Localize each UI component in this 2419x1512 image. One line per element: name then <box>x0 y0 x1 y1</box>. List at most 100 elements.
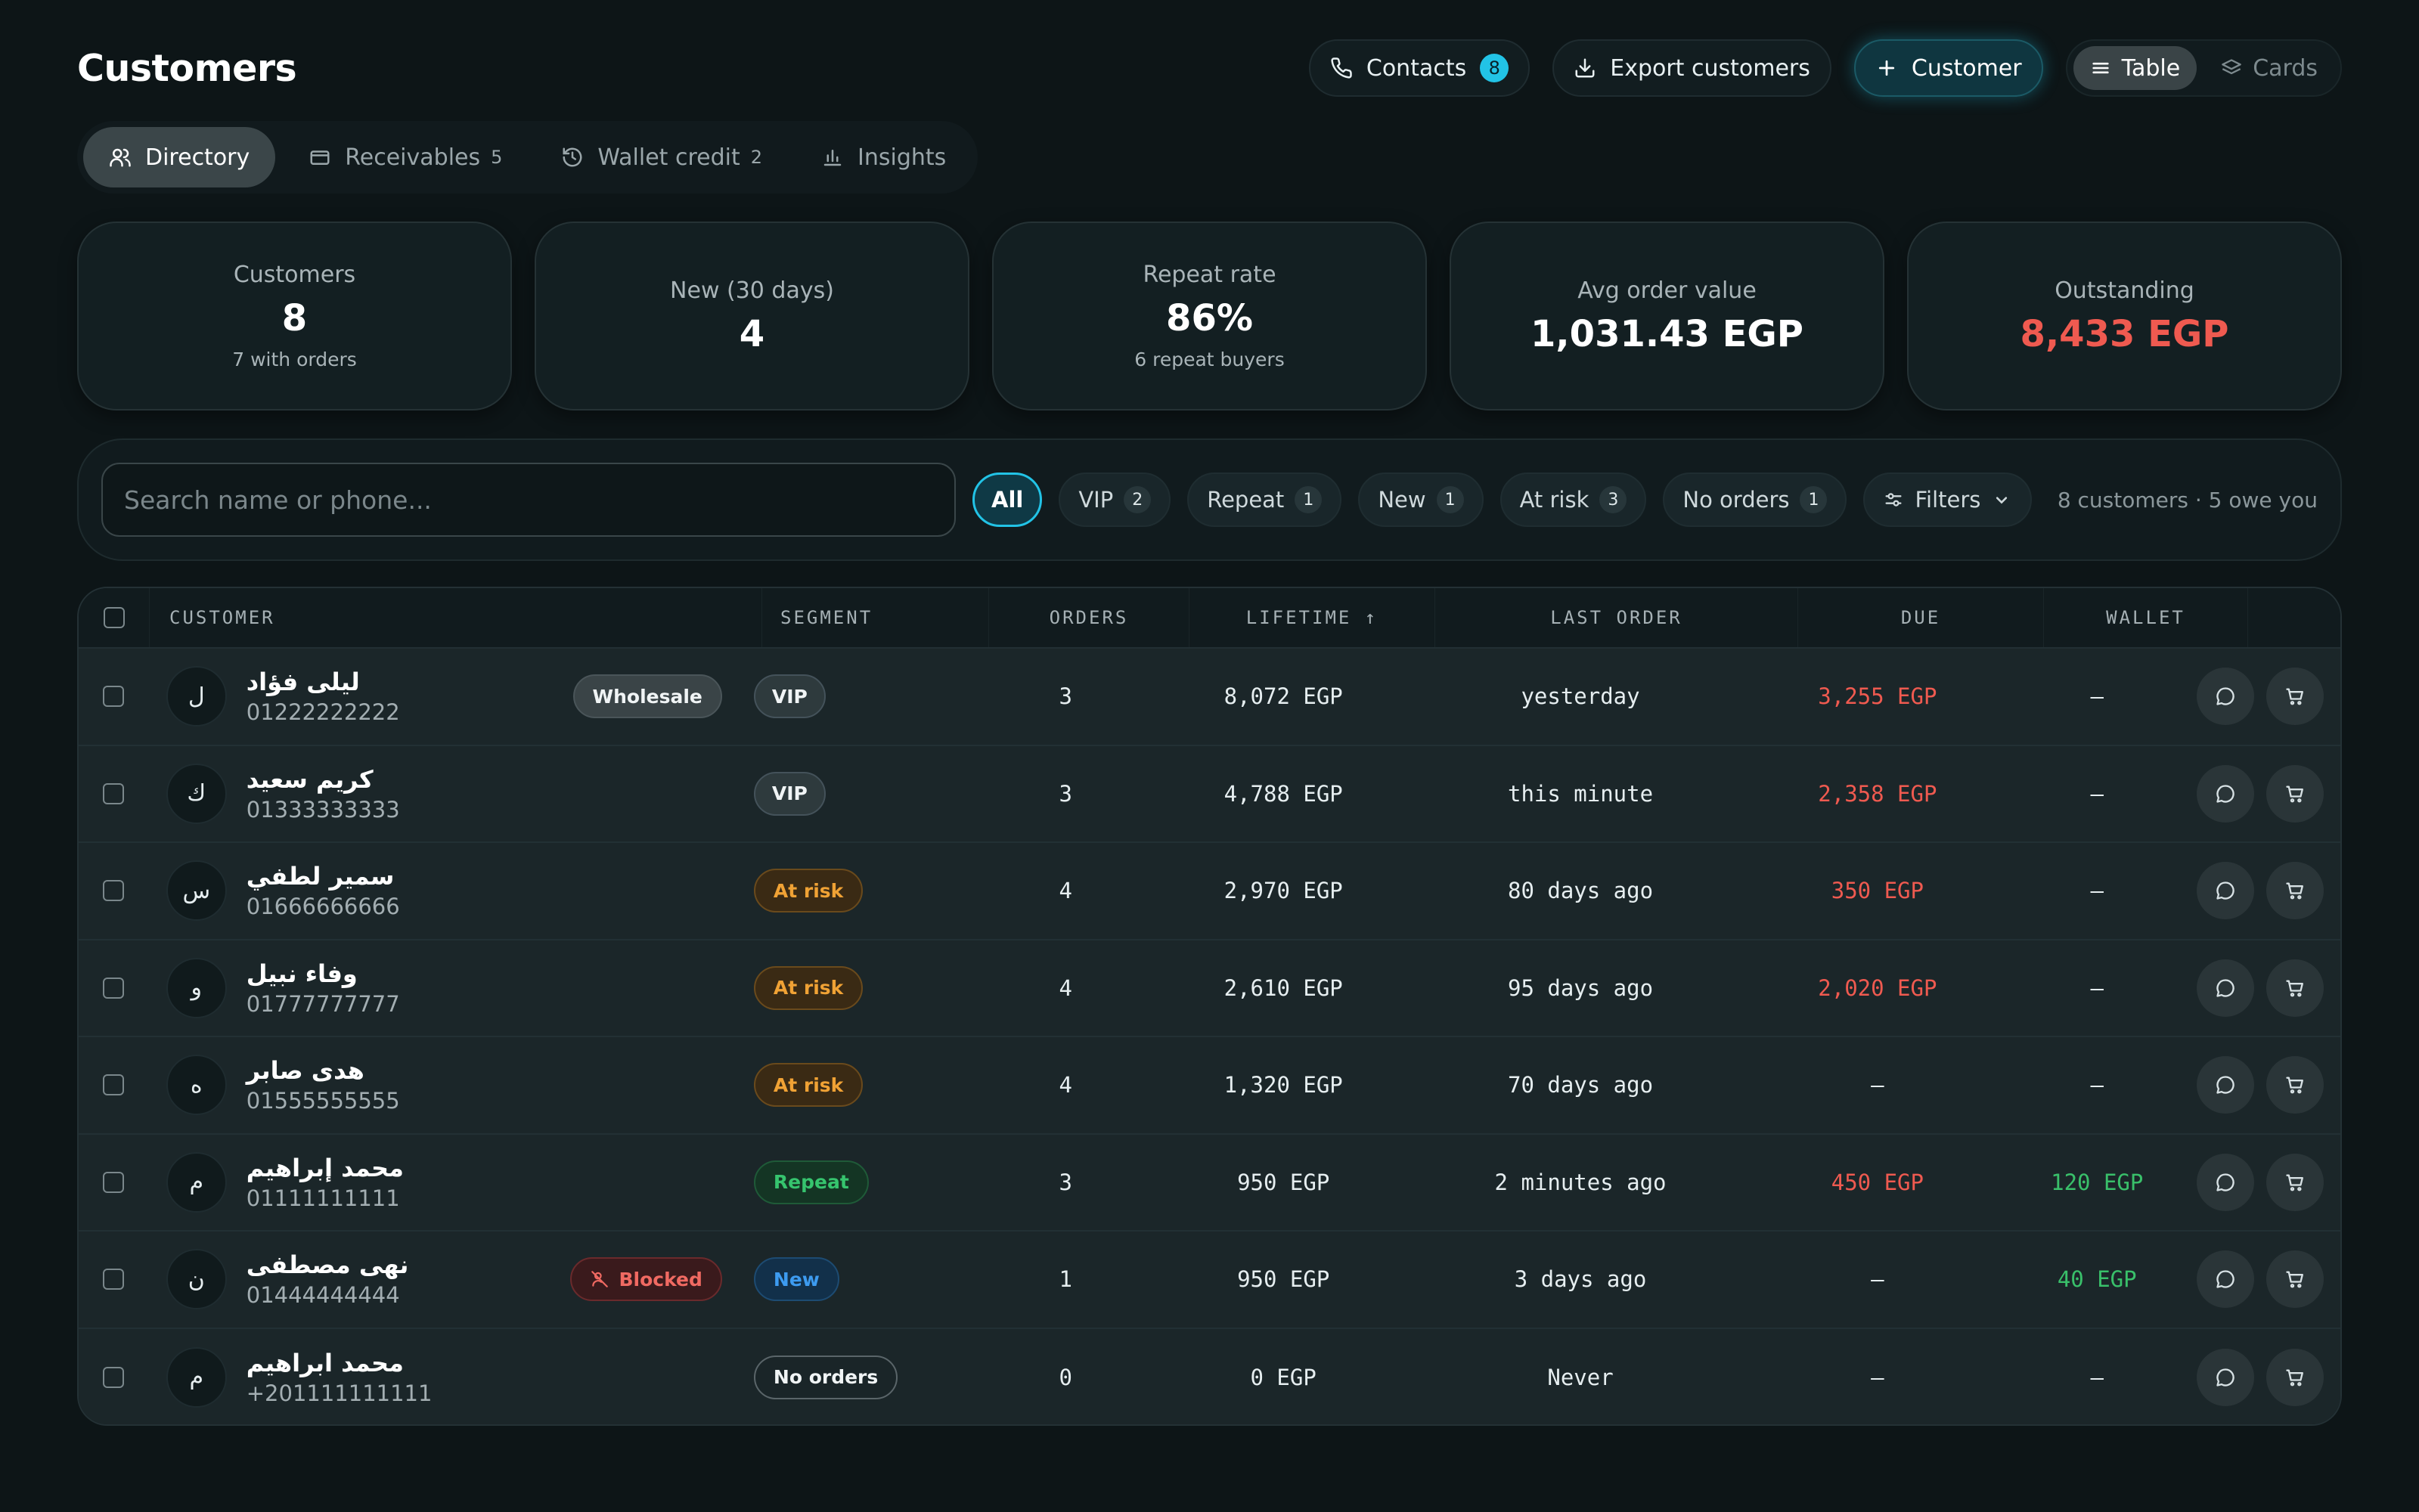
table-row[interactable]: ن نهى مصطفى 01444444444 Blocked New 1 95… <box>79 1232 2340 1329</box>
row-checkbox-cell <box>79 1329 148 1425</box>
history-icon <box>563 147 582 167</box>
customer-name[interactable]: كريم سعيد <box>246 764 374 794</box>
column-header-last-order[interactable]: Last order <box>1435 588 1798 647</box>
due-cell: – <box>1871 1266 1884 1293</box>
select-all-checkbox[interactable] <box>103 607 125 628</box>
table-row[interactable]: ك كريم سعيد 01333333333 VIP 3 4,788 EGP … <box>79 745 2340 843</box>
blocked-label: Blocked <box>619 1268 702 1290</box>
customer-name[interactable]: محمد ابراهيم <box>246 1348 404 1377</box>
row-checkbox[interactable] <box>102 977 124 999</box>
filter-chip-no-orders[interactable]: No orders 1 <box>1663 472 1847 527</box>
tab-wallet-credit-label: Wallet credit <box>597 144 740 171</box>
table-row[interactable]: س سمير لطفي 01666666666 At risk 4 2,970 … <box>79 843 2340 940</box>
segment-badge: Repeat <box>753 1160 869 1204</box>
wallet-cell: – <box>2090 878 2104 904</box>
tab-directory[interactable]: Directory <box>83 127 276 187</box>
new-order-button[interactable] <box>2266 959 2324 1017</box>
customer-name[interactable]: ليلى فؤاد <box>246 668 360 697</box>
segment-cell: New <box>746 1232 968 1328</box>
customer-name[interactable]: سمير لطفي <box>246 862 395 891</box>
search-input[interactable] <box>124 485 933 515</box>
cart-icon <box>2286 980 2303 997</box>
column-header-segment[interactable]: Segment <box>762 588 989 647</box>
row-checkbox[interactable] <box>102 880 124 902</box>
search-box <box>101 463 956 537</box>
message-button[interactable] <box>2197 1250 2254 1309</box>
row-checkbox[interactable] <box>102 1269 124 1290</box>
table-row[interactable]: ه هدى صابر 01555555555 At risk 4 1,320 E… <box>79 1037 2340 1135</box>
segment-badge: VIP <box>753 674 826 719</box>
stat-outstanding: Outstanding 8,433 EGP <box>1907 222 2342 411</box>
column-header-wallet[interactable]: Wallet <box>2044 588 2248 647</box>
chip-label: All <box>991 487 1024 513</box>
tab-wallet-credit[interactable]: Wallet credit 2 <box>535 127 788 187</box>
new-order-button[interactable] <box>2266 1153 2324 1211</box>
chip-count: 1 <box>1295 486 1323 513</box>
filters-dropdown-button[interactable]: Filters <box>1863 472 2033 527</box>
row-checkbox[interactable] <box>102 782 124 804</box>
table-view-label: Table <box>2121 54 2181 82</box>
filter-chip-vip[interactable]: VIP 2 <box>1059 472 1171 527</box>
row-checkbox-cell <box>79 940 148 1036</box>
tab-receivables[interactable]: Receivables 5 <box>283 127 528 187</box>
customer-phone: 01555555555 <box>246 1088 400 1114</box>
row-checkbox[interactable] <box>102 686 124 708</box>
row-checkbox[interactable] <box>102 1074 124 1096</box>
new-order-button[interactable] <box>2266 764 2324 823</box>
last-order-cell: yesterday <box>1521 683 1640 710</box>
row-checkbox-cell <box>79 1135 148 1231</box>
customer-info: هدى صابر 01555555555 <box>247 1056 400 1114</box>
message-icon <box>2216 979 2234 997</box>
new-order-button[interactable] <box>2266 1250 2324 1309</box>
tab-insights[interactable]: Insights <box>795 127 972 187</box>
stat-avg-order-value: Avg order value 1,031.43 EGP <box>1450 222 1884 411</box>
table-row[interactable]: م محمد ابراهيم +201111111111 No orders 0… <box>79 1328 2340 1425</box>
cart-icon <box>2286 1077 2303 1094</box>
lifetime-cell: 950 EGP <box>1237 1266 1330 1293</box>
customer-info: كريم سعيد 01333333333 <box>247 765 400 823</box>
customer-name[interactable]: محمد إبراهيم <box>246 1153 404 1182</box>
contacts-button[interactable]: Contacts 8 <box>1308 39 1530 97</box>
customer-name[interactable]: هدى صابر <box>246 1056 364 1086</box>
message-button[interactable] <box>2197 959 2254 1017</box>
customer-phone: +201111111111 <box>246 1380 433 1406</box>
message-button[interactable] <box>2197 862 2254 920</box>
orders-cell: 4 <box>1059 878 1072 904</box>
table-row[interactable]: ل ليلى فؤاد 01222222222 Wholesale VIP 3 … <box>79 649 2340 746</box>
customer-name[interactable]: نهى مصطفى <box>246 1250 409 1280</box>
message-button[interactable] <box>2197 1153 2254 1211</box>
chip-count: 1 <box>1800 486 1828 513</box>
column-header-due[interactable]: Due <box>1798 588 2044 647</box>
customer-phone: 01111111111 <box>246 1185 400 1211</box>
filter-chip-new[interactable]: New 1 <box>1358 472 1484 527</box>
filter-chip-at-risk[interactable]: At risk 3 <box>1499 472 1647 527</box>
message-icon <box>2216 1076 2234 1094</box>
message-button[interactable] <box>2197 668 2254 726</box>
column-header-orders[interactable]: Orders <box>989 588 1189 647</box>
export-customers-button[interactable]: Export customers <box>1552 39 1831 97</box>
cards-view-button[interactable]: Cards <box>2204 46 2334 90</box>
table-row[interactable]: م محمد إبراهيم 01111111111 Repeat 3 950 … <box>79 1134 2340 1232</box>
message-button[interactable] <box>2197 1348 2254 1406</box>
row-checkbox[interactable] <box>102 1171 124 1193</box>
row-actions <box>2197 1037 2340 1133</box>
new-order-button[interactable] <box>2266 668 2324 726</box>
add-customer-button[interactable]: Customer <box>1853 39 2043 97</box>
message-button[interactable] <box>2197 1056 2254 1114</box>
customer-cell: ه هدى صابر 01555555555 <box>148 1037 746 1133</box>
new-order-button[interactable] <box>2266 862 2324 920</box>
row-checkbox[interactable] <box>102 1366 124 1388</box>
table-view-button[interactable]: Table <box>2073 46 2197 90</box>
column-header-lifetime[interactable]: Lifetime ↑ <box>1189 588 1435 647</box>
customer-cell: و وفاء نبيل 01777777777 <box>148 940 746 1036</box>
customer-cell: م محمد إبراهيم 01111111111 <box>148 1135 746 1231</box>
new-order-button[interactable] <box>2266 1056 2324 1114</box>
new-order-button[interactable] <box>2266 1348 2324 1406</box>
customer-name[interactable]: وفاء نبيل <box>246 959 358 988</box>
filter-chip-repeat[interactable]: Repeat 1 <box>1187 472 1342 527</box>
table-row[interactable]: و وفاء نبيل 01777777777 At risk 4 2,610 … <box>79 940 2340 1037</box>
message-button[interactable] <box>2197 764 2254 823</box>
filter-chip-all[interactable]: All <box>972 472 1043 527</box>
column-header-customer[interactable]: Customer <box>150 588 762 647</box>
avatar: ك <box>166 763 227 824</box>
